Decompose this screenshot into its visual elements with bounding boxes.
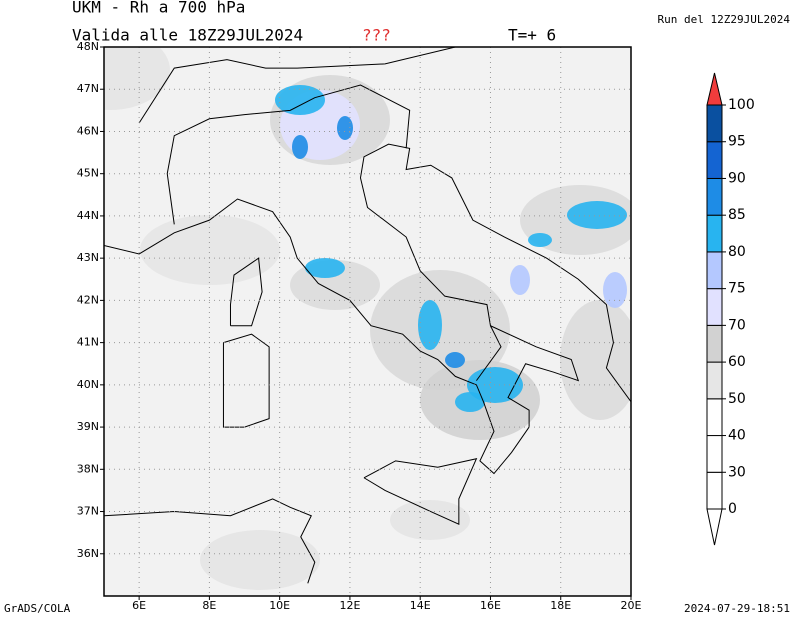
coastline: [476, 325, 502, 381]
colorbar-label: 30: [728, 464, 746, 480]
colorbar-label: 50: [728, 391, 746, 407]
lat-tick-label: 42N: [77, 293, 99, 306]
coastline: [229, 257, 263, 327]
map-frame: [103, 46, 632, 597]
flag: ???: [362, 26, 391, 45]
coastline: [166, 84, 411, 225]
field-patch: [445, 352, 465, 368]
lat-tick-label: 47N: [77, 82, 99, 95]
lon-tick-label: 14E: [410, 599, 431, 612]
colorbar-box: [706, 177, 723, 216]
lat-tick-label: 37N: [77, 505, 99, 518]
title: UKM - Rh a 700 hPa: [72, 0, 245, 17]
lon-tick-label: 6E: [132, 599, 146, 612]
colorbar-box: [706, 288, 723, 326]
colorbar-label: 70: [728, 317, 746, 333]
field-patch: [455, 392, 485, 412]
colorbar-box: [706, 361, 723, 400]
run-time: Run del 12Z29JUL2024: [658, 13, 791, 26]
colorbar-cap-low: [706, 508, 723, 546]
lat-tick-label: 39N: [77, 420, 99, 433]
colorbar-label: 80: [728, 244, 746, 260]
lat-tick-label: 46N: [77, 124, 99, 137]
field-patch: [567, 201, 627, 229]
colorbar-label: 0: [728, 501, 737, 517]
lon-tick-label: 12E: [339, 599, 360, 612]
field-patch: [418, 300, 442, 350]
colorbar-box: [706, 435, 723, 473]
colorbar-box: [706, 104, 723, 143]
field-patch: [292, 135, 308, 159]
lat-tick-label: 38N: [77, 462, 99, 475]
lon-tick-label: 20E: [621, 599, 642, 612]
coastline: [222, 333, 270, 428]
lat-tick-label: 48N: [77, 40, 99, 53]
lat-tick-label: 45N: [77, 167, 99, 180]
colorbar: 0 30 40 50 60 70 75 80 85 90 95 100: [706, 72, 755, 546]
field-patch: [305, 258, 345, 278]
footer-left: GrADS/COLA: [4, 602, 71, 615]
colorbar-label: 90: [728, 170, 746, 186]
colorbar-box: [706, 214, 723, 253]
colorbar-cap-high: [706, 72, 723, 106]
field-patch: [200, 530, 320, 590]
colorbar-box: [706, 398, 723, 437]
field-patch: [140, 215, 280, 285]
colorbar-label: 75: [728, 281, 746, 297]
lat-tick-label: 44N: [77, 209, 99, 222]
colorbar-label: 100: [728, 97, 755, 113]
shading: [104, 47, 631, 590]
field-patch: [337, 116, 353, 140]
coastline: [363, 458, 478, 525]
lon-tick-label: 16E: [480, 599, 501, 612]
field-patch: [275, 85, 325, 115]
lon-tick-label: 10E: [269, 599, 290, 612]
colorbar-label: 60: [728, 354, 746, 370]
coastline: [104, 498, 316, 584]
forecast-step: T=+ 6: [508, 26, 556, 45]
field-patch: [104, 47, 170, 110]
lat-tick-label: 43N: [77, 251, 99, 264]
colorbar-box: [706, 471, 723, 510]
field-patch: [560, 300, 631, 420]
colorbar-label: 95: [728, 134, 746, 150]
lon-tick-label: 18E: [550, 599, 571, 612]
coastline: [104, 143, 631, 475]
coastline: [138, 47, 456, 124]
footer-right: 2024-07-29-18:51: [684, 602, 790, 615]
field-patch: [528, 233, 552, 247]
colorbar-label: 85: [728, 207, 746, 223]
valid-time: Valida alle 18Z29JUL2024: [72, 26, 303, 45]
colorbar-label: 40: [728, 428, 746, 444]
colorbar-box: [706, 251, 723, 290]
colorbar-box: [706, 324, 723, 363]
lat-tick-label: 41N: [77, 336, 99, 349]
colorbar-box: [706, 141, 723, 179]
lat-tick-label: 36N: [77, 547, 99, 560]
map: 6E 8E 10E 12E 14E 16E 18E 20E 36N 37N 38N 39N 40N 41N…: [77, 40, 642, 612]
lat-tick-label: 40N: [77, 378, 99, 391]
field-patch: [603, 272, 627, 308]
field-patch: [390, 500, 470, 540]
lon-tick-label: 8E: [202, 599, 216, 612]
field-patch: [510, 265, 530, 295]
